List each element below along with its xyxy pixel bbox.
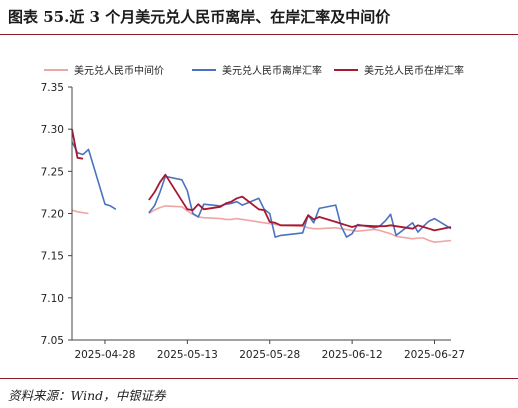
- y-tick-label: 7.25: [41, 166, 64, 178]
- series-line: [148, 205, 452, 243]
- footer-rule: [0, 378, 518, 379]
- legend-label: 美元兑人民币中间价: [74, 64, 164, 77]
- x-tick-label: 2025-05-28: [239, 349, 300, 361]
- axes-layer: 7.05 7.10 7.15 7.20 7.25 7.30 7.35 2025-04-28 20…: [41, 82, 465, 361]
- series-layer: [71, 129, 452, 243]
- x-tick-label: 2025-06-27: [404, 349, 465, 361]
- figure-title: 图表 55.近 3 个月美元兑人民币离岸、在岸汇率及中间价: [8, 8, 391, 26]
- x-tick-label: 2025-06-12: [322, 349, 383, 361]
- legend-label: 美元兑人民币在岸汇率: [364, 64, 464, 77]
- chart-legend: 美元兑人民币中间价 美元兑人民币离岸汇率 美元兑人民币在岸汇率: [44, 64, 464, 77]
- series-line: [71, 209, 89, 215]
- y-tick-label: 7.05: [41, 335, 64, 347]
- y-tick-label: 7.30: [41, 124, 64, 136]
- series-1: [71, 205, 452, 243]
- fx-rate-chart: 美元兑人民币中间价 美元兑人民币离岸汇率 美元兑人民币在岸汇率 7.057.107.…: [41, 64, 465, 361]
- series-3: [71, 129, 452, 232]
- y-tick-label: 7.35: [41, 82, 64, 94]
- y-tick-label: 7.15: [41, 251, 64, 263]
- series-line: [71, 129, 84, 160]
- x-tick-label: 2025-05-13: [157, 349, 218, 361]
- series-line: [148, 175, 452, 238]
- title-rule: [0, 34, 518, 35]
- series-line: [71, 141, 117, 210]
- y-tick-label: 7.20: [41, 209, 64, 221]
- series-line: [148, 173, 452, 232]
- legend-label: 美元兑人民币离岸汇率: [222, 64, 322, 77]
- x-tick-label: 2025-04-28: [74, 349, 135, 361]
- series-2: [71, 141, 452, 238]
- y-tick-label: 7.10: [41, 293, 64, 305]
- source-note: 资料来源：Wind，中银证券: [8, 388, 166, 403]
